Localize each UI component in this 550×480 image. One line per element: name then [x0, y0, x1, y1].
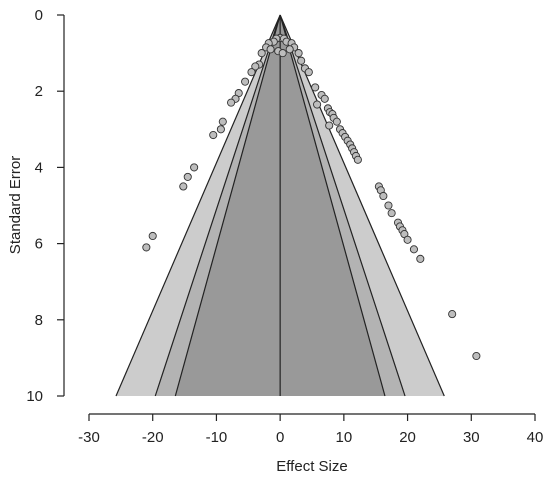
- study-point: [313, 100, 322, 109]
- study-point: [403, 235, 412, 244]
- study-point: [332, 117, 341, 126]
- study-point: [294, 49, 303, 58]
- study-point: [266, 45, 275, 54]
- x-axis-title: Effect Size: [276, 458, 347, 475]
- study-point: [247, 68, 256, 77]
- contour-line: [115, 14, 281, 397]
- y-tick-label: 6: [35, 236, 43, 253]
- study-point: [325, 121, 334, 130]
- study-point: [179, 182, 188, 191]
- x-tick-label: 10: [336, 429, 353, 446]
- study-point: [218, 117, 227, 126]
- study-point: [384, 201, 393, 210]
- study-point: [472, 351, 481, 361]
- study-point: [241, 77, 250, 86]
- x-tick-label: -20: [142, 429, 164, 446]
- contour-line: [154, 14, 281, 397]
- study-point: [353, 155, 362, 164]
- study-point: [227, 98, 236, 107]
- study-point: [448, 310, 457, 319]
- study-point: [320, 94, 329, 103]
- study-point: [304, 68, 313, 77]
- y-axis: 0 2 4 6 8 10: [26, 7, 65, 405]
- study-point: [278, 49, 287, 58]
- study-point: [190, 163, 199, 172]
- study-point: [297, 56, 306, 65]
- y-tick-label: 4: [35, 159, 43, 176]
- y-tick-label: 10: [26, 388, 43, 405]
- contour-line: [174, 14, 281, 397]
- x-tick-label: -10: [206, 429, 228, 446]
- y-tick-label: 0: [35, 7, 43, 24]
- x-tick-label: -30: [78, 429, 100, 446]
- contour-line: [279, 14, 406, 397]
- study-point: [216, 125, 225, 134]
- study-point: [311, 83, 320, 92]
- study-points: [142, 33, 481, 361]
- x-tick-label: 40: [527, 429, 544, 446]
- contour-line: [279, 14, 386, 397]
- x-tick-label: 0: [276, 429, 284, 446]
- x-axis: -30 -20 -10 0 10 20 30 40: [78, 413, 544, 446]
- y-tick-label: 8: [35, 312, 43, 329]
- contour-lines: [115, 14, 445, 397]
- y-tick-label: 2: [35, 83, 43, 100]
- study-point: [142, 243, 151, 252]
- y-axis-title: Standard Error: [7, 156, 24, 254]
- study-point: [416, 254, 425, 263]
- study-point: [183, 172, 192, 181]
- x-tick-label: 30: [463, 429, 480, 446]
- study-point: [387, 209, 396, 218]
- x-tick-label: 20: [399, 429, 416, 446]
- study-point: [251, 62, 260, 71]
- study-point: [285, 45, 294, 54]
- study-point: [209, 130, 218, 140]
- study-point: [148, 231, 157, 241]
- study-point: [379, 191, 388, 201]
- study-point: [409, 245, 418, 254]
- contour-line: [279, 14, 445, 397]
- study-point: [257, 49, 266, 58]
